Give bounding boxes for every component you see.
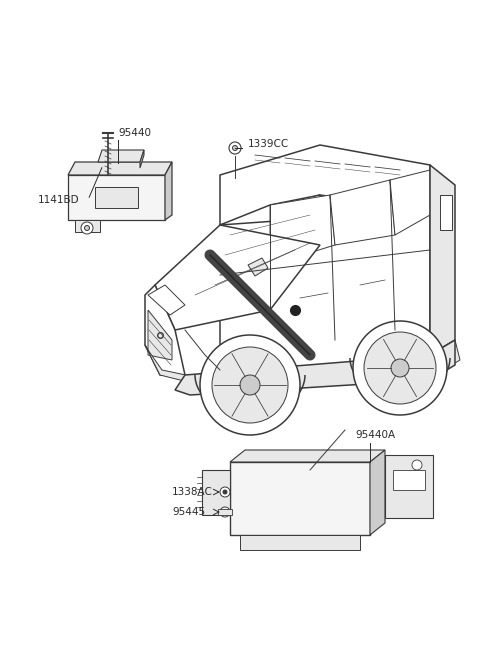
Polygon shape [145, 285, 185, 375]
Bar [240, 535, 360, 550]
Circle shape [391, 359, 409, 377]
Polygon shape [140, 150, 144, 168]
Polygon shape [330, 180, 395, 245]
Text: 95445: 95445 [172, 507, 205, 517]
Circle shape [212, 347, 288, 423]
Bar [230, 462, 370, 535]
Polygon shape [68, 175, 165, 220]
Bar [440, 195, 452, 230]
Circle shape [200, 335, 300, 435]
Circle shape [220, 507, 230, 517]
Circle shape [84, 225, 89, 231]
Polygon shape [270, 195, 335, 265]
Polygon shape [95, 187, 138, 208]
Polygon shape [145, 345, 200, 385]
Bar [385, 455, 433, 518]
Polygon shape [390, 170, 430, 235]
Text: 1141BD: 1141BD [38, 195, 80, 205]
Circle shape [412, 460, 422, 470]
Polygon shape [430, 165, 455, 355]
Polygon shape [68, 162, 172, 175]
Circle shape [229, 142, 241, 154]
Circle shape [220, 487, 230, 497]
Polygon shape [148, 285, 185, 315]
Bar [202, 470, 230, 515]
Circle shape [240, 375, 260, 395]
Text: 95440A: 95440A [355, 430, 395, 440]
Polygon shape [430, 340, 460, 375]
Text: 95440: 95440 [118, 128, 151, 138]
Polygon shape [220, 195, 320, 275]
Polygon shape [98, 150, 144, 162]
Circle shape [232, 145, 238, 151]
Circle shape [353, 321, 447, 415]
Polygon shape [75, 220, 100, 232]
Text: 1339CC: 1339CC [248, 139, 289, 149]
Text: 1338AC: 1338AC [172, 487, 213, 497]
Polygon shape [148, 310, 172, 360]
Bar [393, 470, 425, 490]
Circle shape [81, 222, 93, 234]
Polygon shape [220, 210, 430, 375]
Polygon shape [248, 258, 268, 276]
Polygon shape [370, 450, 385, 535]
Polygon shape [165, 162, 172, 220]
Polygon shape [230, 450, 385, 462]
Circle shape [364, 332, 436, 404]
Polygon shape [155, 225, 320, 330]
Polygon shape [220, 145, 430, 225]
Bar [218, 509, 232, 515]
Circle shape [223, 490, 227, 494]
Circle shape [223, 510, 227, 514]
Polygon shape [175, 340, 455, 395]
